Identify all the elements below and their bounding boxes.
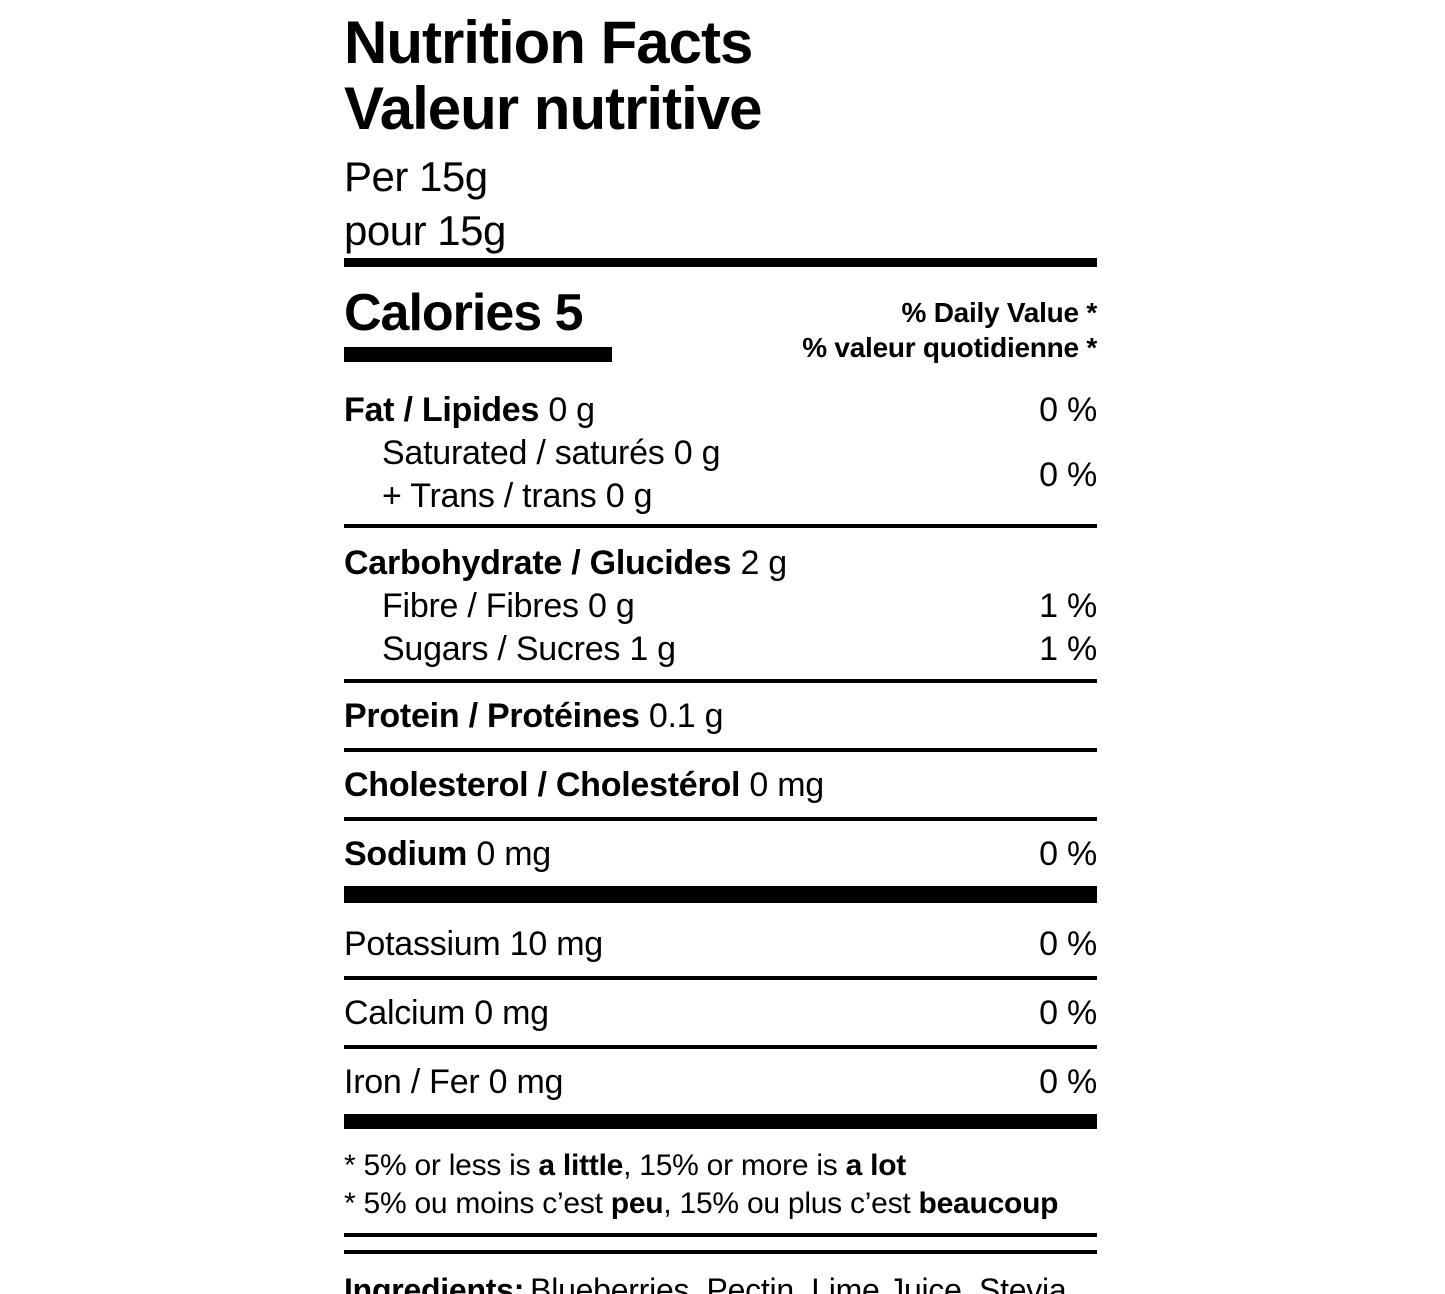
calories-block: Calories 5 xyxy=(344,287,612,362)
ingredients-section: Ingredients: Blueberries, Pectin, Lime Ju… xyxy=(344,1268,1097,1294)
nutrient-name: Carbohydrate / Glucides 2 g xyxy=(344,544,787,582)
nutrient-name: Sodium 0 mg xyxy=(344,835,551,873)
calories-line: Calories 5 xyxy=(344,287,612,339)
nutrient-row-fat: Fat / Lipides 0 g 0 % xyxy=(344,389,1097,432)
nutrient-row-carbohydrate: Carbohydrate / Glucides 2 g xyxy=(344,542,1097,585)
footnote-french: * 5% ou moins c’est peu, 15% ou plus c’e… xyxy=(344,1187,1059,1220)
section-rule xyxy=(344,524,1097,528)
daily-value-header: % Daily Value * % valeur quotidienne * xyxy=(802,287,1097,365)
ingredients-english: Ingredients: Blueberries, Pectin, Lime Ju… xyxy=(344,1268,1097,1294)
top-thick-rule xyxy=(344,258,1097,267)
nutrient-row-potassium: Potassium 10 mg 0 % xyxy=(344,923,1097,966)
section-rule xyxy=(344,748,1097,752)
trans-line: + Trans / trans 0 g xyxy=(382,477,653,515)
bottom-thick-bar xyxy=(344,1114,1097,1129)
double-rule xyxy=(344,1233,1097,1254)
nutrient-name: Cholesterol / Cholestérol 0 mg xyxy=(344,766,824,804)
nutrient-row-iron: Iron / Fer 0 mg 0 % xyxy=(344,1061,1097,1104)
nutrient-row-cholesterol: Cholesterol / Cholestérol 0 mg xyxy=(344,764,1097,807)
nutrient-daily-value: 0 % xyxy=(1039,835,1097,873)
calories-value: 5 xyxy=(554,284,584,342)
double-rule-top xyxy=(344,1233,1097,1237)
mid-thick-bar xyxy=(344,886,1097,903)
saturated-line: Saturated / saturés 0 g xyxy=(382,434,721,472)
daily-value-header-english: % Daily Value * xyxy=(901,297,1098,328)
nutrient-daily-value: 1 % xyxy=(1039,630,1097,668)
calories-label: Calories xyxy=(344,284,542,342)
nutrient-daily-value: 1 % xyxy=(1039,587,1097,625)
calories-underline-bar xyxy=(344,347,612,362)
serving-size-block: Per 15g pour 15g xyxy=(344,150,1097,258)
nutrition-facts-label: Nutrition Facts Valeur nutritive Per 15g… xyxy=(344,0,1097,1294)
footnote-english: * 5% or less is a little, 15% or more is… xyxy=(344,1149,907,1182)
serving-size-french: pour 15g xyxy=(344,207,506,254)
serving-size-english: Per 15g xyxy=(344,153,488,200)
calories-section: Calories 5 % Daily Value * % valeur quot… xyxy=(344,287,1097,365)
nutrient-row-protein: Protein / Protéines 0.1 g xyxy=(344,695,1097,738)
section-rule xyxy=(344,817,1097,821)
nutrient-name: Fibre / Fibres 0 g xyxy=(382,587,635,625)
nutrient-daily-value: 0 % xyxy=(1039,455,1097,494)
nutrient-daily-value: 0 % xyxy=(1039,391,1097,429)
ingredients-label-english: Ingredients: xyxy=(344,1272,525,1294)
nutrient-daily-value: 0 % xyxy=(1039,925,1097,963)
nutrient-name: Fat / Lipides 0 g xyxy=(344,391,595,429)
daily-value-footnotes: * 5% or less is a little, 15% or more is… xyxy=(344,1147,1097,1223)
nutrient-row-calcium: Calcium 0 mg 0 % xyxy=(344,992,1097,1035)
nutrient-name: Calcium 0 mg xyxy=(344,994,549,1032)
nutrient-name: Potassium 10 mg xyxy=(344,925,603,963)
section-rule xyxy=(344,976,1097,980)
title-french: Valeur nutritive xyxy=(344,75,762,142)
title-english: Nutrition Facts xyxy=(344,9,753,76)
nutrient-row-saturated-trans: Saturated / saturés 0 g + Trans / trans … xyxy=(344,432,1097,518)
section-rule xyxy=(344,1045,1097,1049)
nutrient-daily-value: 0 % xyxy=(1039,1063,1097,1101)
double-rule-bottom xyxy=(344,1250,1097,1254)
nutrient-name: Sugars / Sucres 1 g xyxy=(382,630,676,668)
nutrient-row-sugars: Sugars / Sucres 1 g 1 % xyxy=(344,628,1097,671)
nutrient-name: Saturated / saturés 0 g + Trans / trans … xyxy=(344,432,720,518)
nutrient-row-sodium: Sodium 0 mg 0 % xyxy=(344,833,1097,876)
section-rule xyxy=(344,679,1097,683)
nutrient-name: Protein / Protéines 0.1 g xyxy=(344,697,724,735)
nutrient-row-fibre: Fibre / Fibres 0 g 1 % xyxy=(344,585,1097,628)
ingredients-value-english: Blueberries, Pectin, Lime Juice, Stevia xyxy=(530,1272,1067,1294)
nutrient-daily-value: 0 % xyxy=(1039,994,1097,1032)
daily-value-header-french: % valeur quotidienne * xyxy=(802,332,1097,363)
nutrient-name: Iron / Fer 0 mg xyxy=(344,1063,564,1101)
